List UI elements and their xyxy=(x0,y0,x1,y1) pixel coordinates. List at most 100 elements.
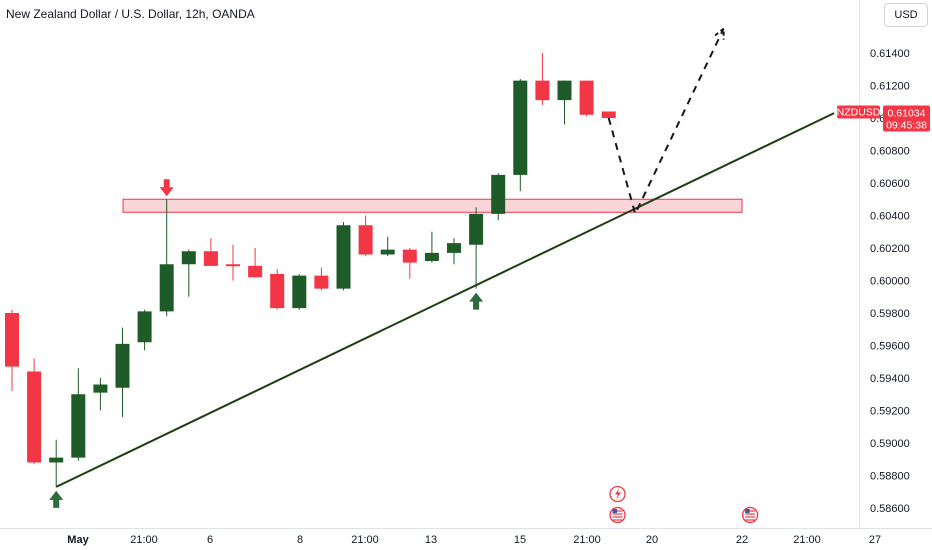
candle[interactable] xyxy=(5,309,19,391)
candle[interactable] xyxy=(314,267,329,291)
candle-body xyxy=(181,251,196,265)
price-tag-symbol-bg xyxy=(837,105,880,119)
x-tick-label: 22 xyxy=(736,534,748,546)
y-tick-label: 0.59600 xyxy=(870,341,910,353)
candle[interactable] xyxy=(292,274,307,310)
candle[interactable] xyxy=(115,327,130,417)
candle-body xyxy=(115,343,130,388)
candle-body xyxy=(380,249,395,255)
candle-body xyxy=(469,213,484,245)
candle[interactable] xyxy=(380,236,395,257)
candle[interactable] xyxy=(226,244,240,281)
candle[interactable] xyxy=(181,249,196,297)
candle-body xyxy=(402,249,417,263)
price-tag-price: 0.61034 xyxy=(888,107,926,119)
candle-body xyxy=(601,111,616,118)
y-tick-label: 0.61200 xyxy=(870,81,910,93)
candle[interactable] xyxy=(557,80,572,125)
y-tick-label: 0.60800 xyxy=(870,146,910,158)
current-price-tag: NZDUSD 0.61034 09:45:38 xyxy=(837,105,930,132)
candle-body xyxy=(159,264,174,312)
y-tick-label: 0.59000 xyxy=(870,438,910,450)
y-tick-label: 0.59400 xyxy=(870,373,910,385)
y-tick-label: 0.60400 xyxy=(870,211,910,223)
candle[interactable] xyxy=(535,53,550,105)
x-tick-label: 8 xyxy=(297,534,303,546)
up-arrow-icon xyxy=(49,490,64,508)
candle[interactable] xyxy=(579,80,594,117)
y-tick-label: 0.58600 xyxy=(870,503,910,515)
candle-body xyxy=(270,274,285,309)
candle-body xyxy=(535,80,550,101)
price-tag-countdown: 09:45:38 xyxy=(886,119,927,131)
candle[interactable] xyxy=(93,378,108,411)
candle-body xyxy=(5,313,19,367)
candle[interactable] xyxy=(27,358,42,465)
candle-body xyxy=(203,251,218,266)
candle-body xyxy=(557,80,572,101)
x-tick-label: 21:00 xyxy=(351,534,379,546)
candle-body xyxy=(49,457,64,463)
lightning-icon[interactable] xyxy=(609,485,626,503)
y-tick-label: 0.59800 xyxy=(870,308,910,320)
candle-body xyxy=(579,80,594,115)
time-axis[interactable]: May 21:00 6 8 21:00 13 15 21:00 20 22 21:00 27 xyxy=(67,534,881,546)
down-arrow-icon xyxy=(159,179,174,197)
candle-body xyxy=(424,252,439,261)
x-tick-label: 21:00 xyxy=(573,534,601,546)
up-arrow-icon xyxy=(469,292,484,310)
candle-body xyxy=(513,80,528,175)
candle[interactable] xyxy=(336,222,351,291)
us-flag-icon[interactable] xyxy=(609,506,626,524)
candle[interactable] xyxy=(71,368,86,461)
us-flag-icon[interactable] xyxy=(741,506,759,524)
y-tick-label: 0.61400 xyxy=(870,48,910,60)
candle[interactable] xyxy=(447,238,461,265)
chart-title: New Zealand Dollar / U.S. Dollar, 12h, O… xyxy=(6,7,255,21)
x-tick-label: 27 xyxy=(869,534,881,546)
y-tick-label: 0.59200 xyxy=(870,406,910,418)
support-trendline[interactable] xyxy=(55,112,835,488)
projection-path[interactable] xyxy=(607,28,725,217)
currency-button[interactable]: USD xyxy=(884,3,928,27)
x-tick-label: 20 xyxy=(646,534,658,546)
candle-body xyxy=(358,225,373,255)
x-tick-label: 21:00 xyxy=(793,534,821,546)
candle-body xyxy=(336,225,351,289)
x-tick-label: 21:00 xyxy=(130,534,158,546)
candle[interactable] xyxy=(270,269,285,310)
candle-body xyxy=(71,394,86,458)
candle[interactable] xyxy=(424,231,439,263)
resistance-zone[interactable] xyxy=(122,198,743,213)
price-tag-value-bg xyxy=(883,105,930,132)
candle[interactable] xyxy=(203,238,218,266)
candle[interactable] xyxy=(358,215,373,257)
candle-body xyxy=(248,265,263,278)
candle-body xyxy=(292,275,307,309)
candle-body xyxy=(93,384,108,393)
y-tick-label: 0.58800 xyxy=(870,471,910,483)
x-tick-label: 13 xyxy=(425,534,437,546)
projection-arrow-head xyxy=(714,26,725,40)
candle[interactable] xyxy=(402,248,417,279)
candle-body xyxy=(137,311,152,343)
candle[interactable] xyxy=(159,199,174,317)
candle[interactable] xyxy=(513,79,528,192)
candle[interactable] xyxy=(491,173,506,221)
x-tick-label: 15 xyxy=(514,534,526,546)
x-tick-label: 6 xyxy=(207,534,213,546)
candle-body xyxy=(447,243,461,253)
candle-body xyxy=(491,174,506,214)
candle[interactable] xyxy=(49,439,64,487)
y-tick-label: 0.60000 xyxy=(870,276,910,288)
candle-body xyxy=(226,264,240,267)
candle[interactable] xyxy=(469,207,484,289)
y-tick-label: 0.60600 xyxy=(870,178,910,190)
y-tick-label: 0.60200 xyxy=(870,243,910,255)
candle[interactable] xyxy=(137,309,152,351)
candle-body xyxy=(27,371,42,463)
x-tick-label: May xyxy=(67,534,89,546)
candle-body xyxy=(314,275,329,289)
candle[interactable] xyxy=(248,248,263,278)
